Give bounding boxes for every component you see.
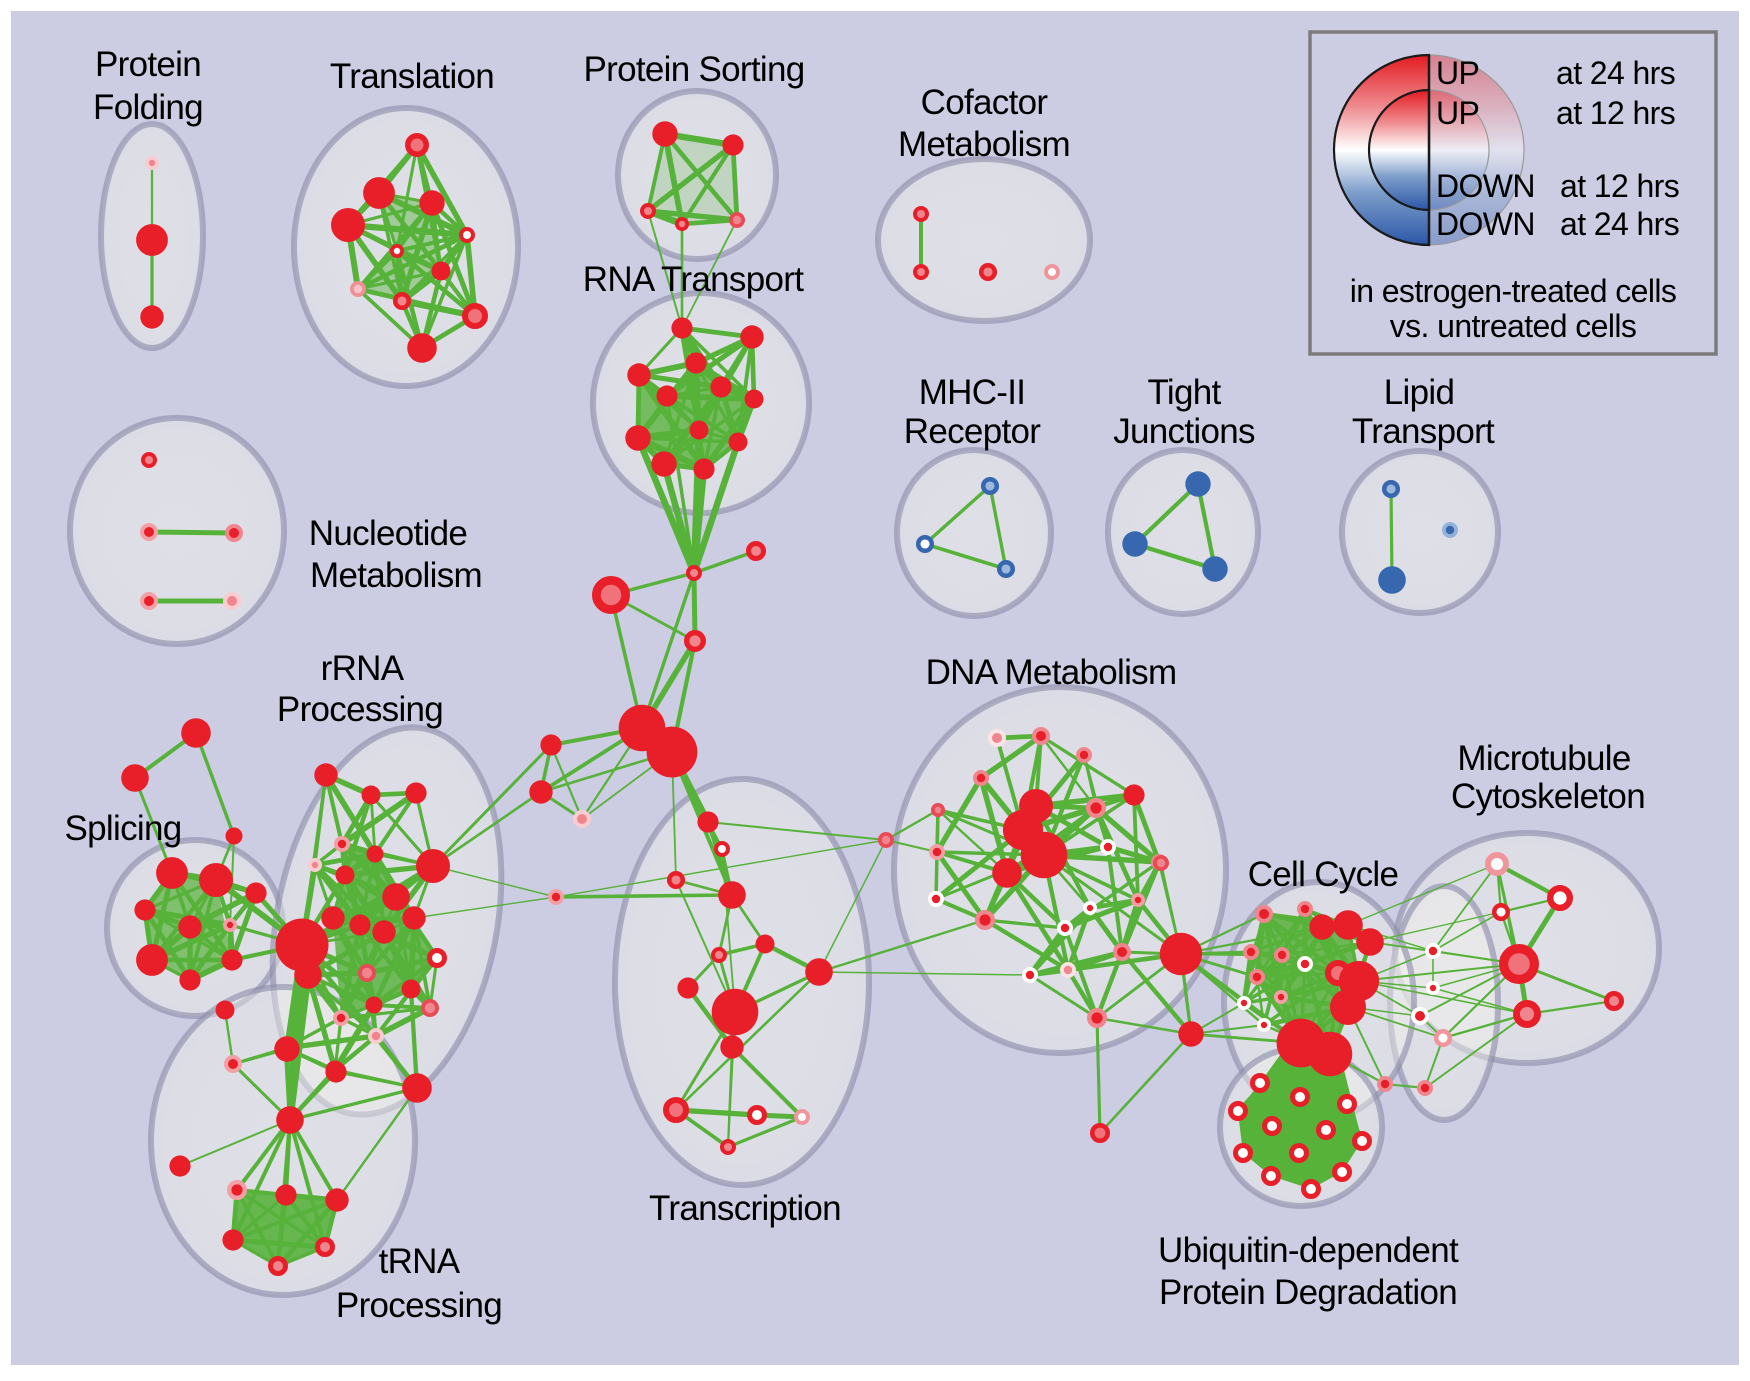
svg-text:at 12 hrs: at 12 hrs	[1560, 168, 1679, 204]
svg-text:Nucleotide: Nucleotide	[309, 514, 467, 553]
svg-text:DOWN: DOWN	[1436, 168, 1535, 204]
svg-text:at 24 hrs: at 24 hrs	[1556, 55, 1675, 91]
svg-text:Cell Cycle: Cell Cycle	[1248, 855, 1399, 894]
svg-text:Protein: Protein	[95, 45, 201, 84]
svg-text:Splicing: Splicing	[65, 809, 182, 848]
svg-text:Transport: Transport	[1352, 412, 1495, 451]
svg-text:rRNA: rRNA	[321, 649, 405, 688]
svg-text:Transcription: Transcription	[649, 1189, 841, 1228]
svg-text:Cofactor: Cofactor	[921, 83, 1049, 122]
svg-text:Lipid: Lipid	[1384, 373, 1454, 412]
svg-text:Processing: Processing	[277, 690, 443, 729]
svg-text:UP: UP	[1436, 55, 1479, 91]
svg-text:Junctions: Junctions	[1113, 412, 1255, 451]
svg-text:RNA Transport: RNA Transport	[583, 260, 804, 299]
svg-text:UP: UP	[1436, 95, 1479, 131]
svg-text:at 24 hrs: at 24 hrs	[1560, 206, 1679, 242]
svg-text:DOWN: DOWN	[1436, 206, 1535, 242]
svg-text:MHC-II: MHC-II	[919, 373, 1026, 412]
svg-text:Receptor: Receptor	[904, 412, 1041, 451]
svg-text:Metabolism: Metabolism	[898, 125, 1070, 164]
svg-text:Cytoskeleton: Cytoskeleton	[1451, 777, 1645, 816]
svg-text:Protein Degradation: Protein Degradation	[1159, 1273, 1457, 1312]
svg-text:in estrogen-treated cells: in estrogen-treated cells	[1350, 273, 1677, 309]
svg-text:vs. untreated cells: vs. untreated cells	[1390, 308, 1637, 344]
svg-text:Folding: Folding	[93, 88, 203, 127]
svg-text:at 12 hrs: at 12 hrs	[1556, 95, 1675, 131]
svg-text:Tight: Tight	[1147, 373, 1221, 412]
svg-text:Microtubule: Microtubule	[1457, 739, 1630, 778]
svg-text:Translation: Translation	[330, 57, 494, 96]
svg-text:Processing: Processing	[336, 1286, 502, 1325]
svg-text:Protein Sorting: Protein Sorting	[583, 50, 804, 89]
svg-text:tRNA: tRNA	[379, 1242, 461, 1281]
svg-text:Ubiquitin-dependent: Ubiquitin-dependent	[1158, 1231, 1459, 1270]
svg-text:DNA Metabolism: DNA Metabolism	[926, 653, 1177, 692]
svg-text:Metabolism: Metabolism	[310, 556, 482, 595]
